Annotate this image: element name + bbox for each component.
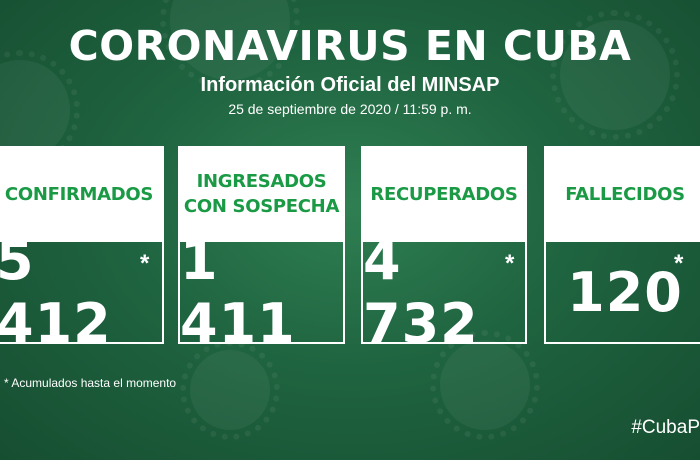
stat-label: CONFIRMADOS	[4, 183, 154, 205]
page-subtitle: Información Oficial del MINSAP	[200, 74, 500, 96]
background-virus-decoration	[180, 340, 280, 440]
stat-card-header: INGRESADOS CON SOSPECHA	[178, 146, 345, 242]
stat-card-body: 1 411	[178, 229, 345, 355]
stat-card-header: FALLECIDOS	[544, 146, 700, 242]
hashtag: #CubaP	[631, 417, 700, 438]
stat-card-body: 4 732	[361, 229, 527, 355]
stat-label-line2: CON SOSPECHA	[183, 196, 340, 217]
stat-value: 1 411	[180, 229, 296, 355]
stat-label: INGRESADOS CON SOSPECHA	[184, 169, 339, 219]
stat-label: FALLECIDOS	[565, 183, 685, 205]
stat-value: 4 732	[363, 229, 479, 355]
stat-value: 120	[567, 260, 683, 324]
stat-card-header: CONFIRMADOS	[0, 146, 164, 242]
stat-card-confirmados: CONFIRMADOS 5 412 *	[0, 146, 164, 355]
stat-card-recuperados: RECUPERADOS 4 732 *	[361, 146, 527, 355]
background-virus-decoration	[550, 10, 680, 140]
report-date: 25 de septiembre de 2020 / 11:59 p. m.	[228, 101, 472, 117]
page-title: CORONAVIRUS EN CUBA	[68, 22, 632, 70]
stat-card-fallecidos: FALLECIDOS 120 *	[544, 146, 700, 346]
stat-card-body: 120	[544, 242, 700, 344]
stat-card-body: 5 412	[0, 229, 164, 355]
stat-card-header: RECUPERADOS	[361, 146, 527, 242]
asterisk-marker: *	[140, 250, 150, 277]
asterisk-marker: *	[505, 250, 515, 277]
stat-value: 5 412	[0, 229, 112, 355]
stat-label: RECUPERADOS	[370, 183, 518, 205]
background-virus-decoration	[430, 330, 540, 440]
footnote: * Acumulados hasta el momento	[4, 376, 177, 390]
stat-label-line1: INGRESADOS	[196, 171, 327, 192]
stat-card-ingresados: INGRESADOS CON SOSPECHA 1 411	[178, 146, 345, 355]
asterisk-marker: *	[674, 250, 684, 277]
